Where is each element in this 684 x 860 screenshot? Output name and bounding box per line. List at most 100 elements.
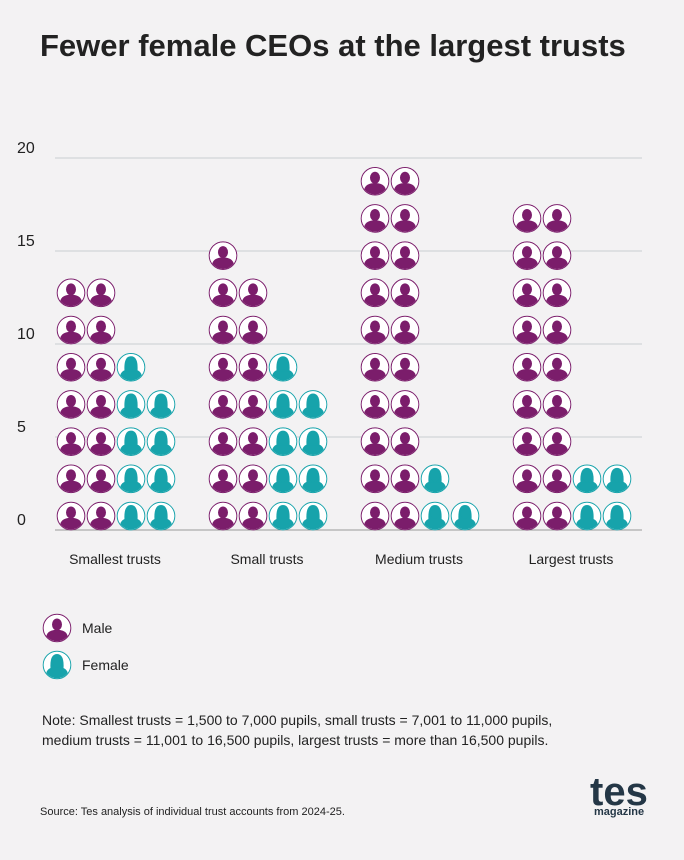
- icon-head: [370, 283, 380, 296]
- male-icon: [42, 613, 72, 643]
- icon-head: [400, 283, 410, 296]
- male-icon: [390, 241, 420, 270]
- icon-head: [218, 506, 228, 519]
- icon-figure: [147, 428, 175, 455]
- female-icon: [298, 390, 328, 419]
- male-icon: [542, 315, 572, 345]
- female-icon: [116, 352, 146, 382]
- icon-head: [96, 320, 106, 333]
- icon-head: [126, 394, 136, 407]
- icon-stack: [572, 464, 632, 531]
- male-icon: [390, 501, 420, 531]
- icon-figure: [543, 205, 571, 232]
- icon-figure: [209, 316, 237, 344]
- icon-head: [430, 469, 440, 482]
- icon-head: [96, 506, 106, 519]
- male-icon: [208, 464, 238, 494]
- male-icon: [512, 315, 542, 345]
- female-icon: [116, 501, 146, 531]
- male-icon: [390, 390, 420, 419]
- icon-figure: [209, 391, 237, 418]
- female-icon: [420, 464, 450, 494]
- legend-label: Female: [82, 657, 129, 673]
- icon-head: [370, 432, 380, 445]
- icon-figure: [543, 465, 571, 493]
- icon-head: [370, 320, 380, 333]
- icon-stack: [512, 204, 572, 531]
- icon-head: [218, 357, 228, 370]
- male-icon: [542, 204, 572, 233]
- icon-figure: [299, 465, 327, 493]
- icon-figure: [391, 316, 419, 344]
- icon-head: [156, 394, 166, 407]
- icon-head: [126, 432, 136, 445]
- icon-figure: [513, 353, 541, 381]
- icon-head: [96, 283, 106, 296]
- male-icon: [390, 427, 420, 456]
- icon-head: [400, 320, 410, 333]
- male-icon: [360, 352, 390, 382]
- female-icon: [268, 427, 298, 456]
- icon-head: [522, 246, 532, 259]
- icon-figure: [147, 502, 175, 530]
- icon-head: [156, 432, 166, 445]
- male-icon: [56, 427, 86, 456]
- female-icon: [116, 390, 146, 419]
- male-icon: [208, 241, 238, 270]
- male-icon: [542, 390, 572, 419]
- icon-head: [552, 320, 562, 333]
- x-tick-label: Smallest trusts: [69, 551, 161, 567]
- male-icon: [512, 464, 542, 494]
- icon-figure: [543, 428, 571, 455]
- female-icon: [146, 464, 176, 494]
- female-icon: [116, 427, 146, 456]
- y-tick-label: 10: [17, 326, 35, 343]
- icon-head: [248, 432, 258, 445]
- icon-figure: [239, 428, 267, 455]
- icon-figure: [361, 242, 389, 269]
- female-icon: [602, 501, 632, 531]
- icon-stack: [56, 278, 116, 531]
- x-tick-label: Small trusts: [230, 551, 303, 567]
- icon-head: [96, 357, 106, 370]
- logo-tagline: magazine: [594, 806, 644, 818]
- x-tick-label: Largest trusts: [529, 551, 614, 567]
- male-icon: [542, 464, 572, 494]
- icon-figure: [269, 353, 297, 381]
- icon-figure: [603, 465, 631, 493]
- icon-stack: [360, 166, 420, 531]
- icon-figure: [239, 353, 267, 381]
- male-icon: [238, 352, 268, 382]
- male-icon: [360, 204, 390, 233]
- icon-head: [278, 506, 288, 519]
- male-icon: [238, 278, 268, 308]
- male-icon: [390, 352, 420, 382]
- icon-figure: [239, 391, 267, 418]
- icon-figure: [361, 391, 389, 418]
- icon-figure: [543, 242, 571, 269]
- male-icon: [238, 464, 268, 494]
- icon-figure: [361, 279, 389, 307]
- source: Source: Tes analysis of individual trust…: [40, 806, 345, 818]
- icon-figure: [87, 316, 115, 344]
- male-icon: [56, 464, 86, 494]
- icon-figure: [43, 614, 71, 642]
- male-icon: [360, 427, 390, 456]
- icon-figure: [543, 279, 571, 307]
- icon-figure: [209, 279, 237, 307]
- icon-head: [552, 283, 562, 296]
- icon-figure: [543, 316, 571, 344]
- icon-figure: [57, 428, 85, 455]
- icon-figure: [543, 353, 571, 381]
- icon-head: [552, 246, 562, 259]
- male-icon: [86, 278, 116, 308]
- female-icon: [572, 501, 602, 531]
- icon-head: [400, 432, 410, 445]
- icon-figure: [209, 465, 237, 493]
- icon-figure: [209, 428, 237, 455]
- icon-figure: [391, 167, 419, 195]
- icon-figure: [391, 242, 419, 269]
- icon-head: [96, 394, 106, 407]
- icon-stack: [268, 352, 328, 531]
